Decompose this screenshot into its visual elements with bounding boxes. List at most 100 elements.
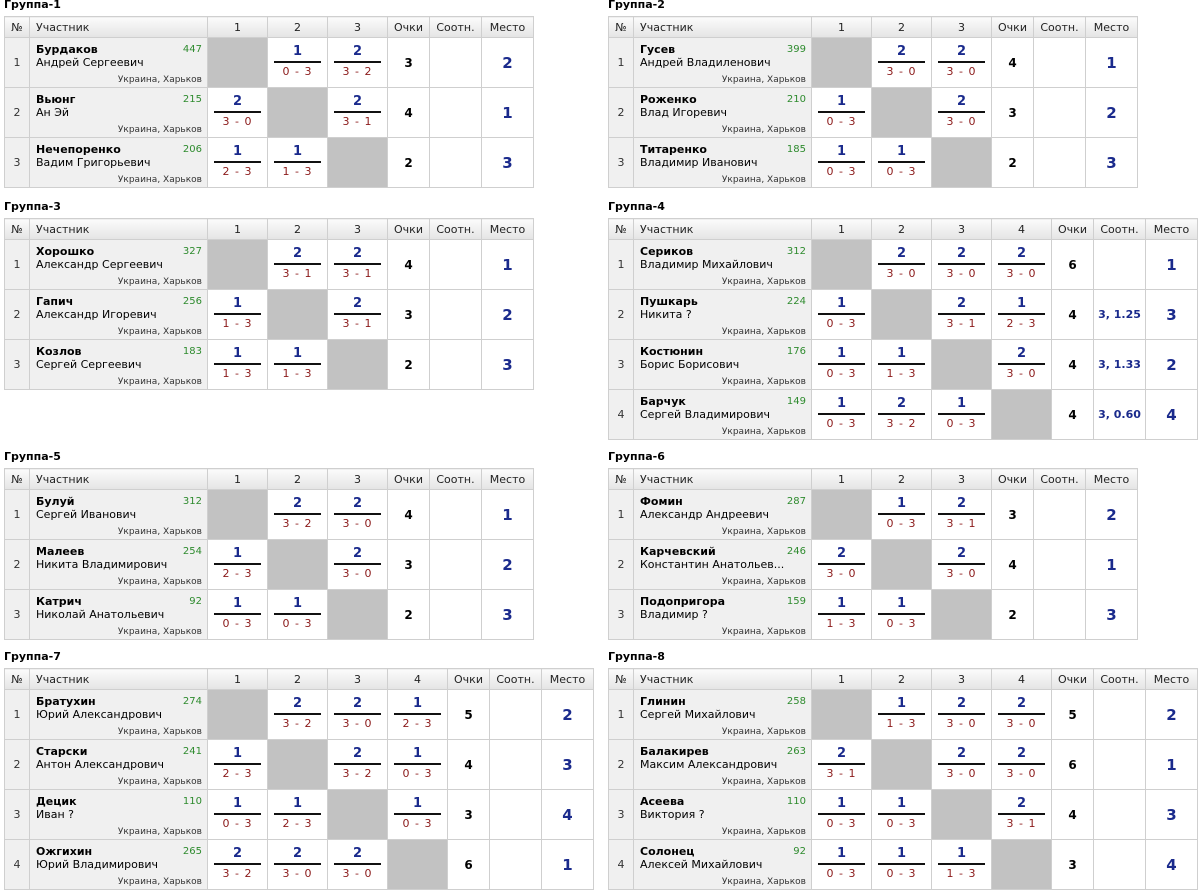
player-cell[interactable]: Гапич Александр Игоревич 256 Украина, Харьк…: [29, 289, 208, 340]
player-ratio: [1033, 37, 1086, 88]
player-cell[interactable]: Подопригора Владимир ? 159 Украина, Харьков: [633, 589, 812, 640]
player-cell[interactable]: Асеева Виктория ? 110 Украина, Харьков: [633, 789, 812, 840]
match-score-cell[interactable]: 2 3 - 0: [991, 689, 1052, 740]
player-cell[interactable]: Гусев Андрей Владиленович 399 Украина, Харь…: [633, 37, 812, 88]
match-score-cell[interactable]: 2 3 - 0: [207, 87, 268, 138]
match-points: 1: [232, 296, 243, 311]
match-score-cell[interactable]: 1 0 - 3: [207, 589, 268, 640]
match-score-cell[interactable]: 1 0 - 3: [871, 137, 932, 188]
player-cell[interactable]: Роженко Влад Игоревич 210 Украина, Харьков: [633, 87, 812, 138]
match-score-cell[interactable]: 2 3 - 1: [327, 239, 388, 290]
match-score-cell[interactable]: 1 0 - 3: [931, 389, 992, 440]
score-divider: [878, 61, 925, 63]
match-score-cell[interactable]: 2 3 - 0: [871, 239, 932, 290]
player-cell[interactable]: Братухин Юрий Александрович 274 Украина, Ха…: [29, 689, 208, 740]
match-score-cell[interactable]: 2 3 - 0: [991, 239, 1052, 290]
match-score-cell[interactable]: 2 3 - 1: [991, 789, 1052, 840]
match-score-cell[interactable]: 2 3 - 0: [327, 689, 388, 740]
match-score-cell[interactable]: 2 3 - 0: [991, 739, 1052, 790]
player-cell[interactable]: Децик Иван ? 110 Украина, Харьков: [29, 789, 208, 840]
match-score-cell[interactable]: 2 3 - 0: [931, 539, 992, 590]
match-score-cell[interactable]: 1 0 - 3: [871, 789, 932, 840]
match-score-cell[interactable]: 2 3 - 0: [327, 539, 388, 590]
player-cell[interactable]: Козлов Сергей Сергеевич 183 Украина, Харько…: [29, 339, 208, 390]
match-score-cell[interactable]: 1 2 - 3: [991, 289, 1052, 340]
match-score-cell[interactable]: 2 3 - 1: [327, 289, 388, 340]
match-score-cell[interactable]: 2 3 - 0: [931, 689, 992, 740]
match-score-cell[interactable]: 2 3 - 0: [327, 489, 388, 540]
match-score-cell[interactable]: 1 1 - 3: [267, 137, 328, 188]
match-score-cell[interactable]: 1 2 - 3: [207, 739, 268, 790]
match-score-cell[interactable]: 1 2 - 3: [207, 539, 268, 590]
player-cell[interactable]: Старски Антон Александрович 241 Украина, Ха…: [29, 739, 208, 790]
match-score-cell[interactable]: 1 0 - 3: [811, 137, 872, 188]
match-score-cell[interactable]: 1 2 - 3: [387, 689, 448, 740]
player-cell[interactable]: Булуй Сергей Иванович 312 Украина, Харьков: [29, 489, 208, 540]
match-score-cell[interactable]: 1 0 - 3: [387, 789, 448, 840]
player-cell[interactable]: Малеев Никита Владимирович 254 Украина, Хар…: [29, 539, 208, 590]
match-score-cell[interactable]: 1 0 - 3: [811, 339, 872, 390]
player-cell[interactable]: Балакирев Максим Александрович 263 Украина,…: [633, 739, 812, 790]
player-cell[interactable]: Карчевский Константин Анатольев... 246 Укра…: [633, 539, 812, 590]
player-cell[interactable]: Костюнин Борис Борисович 176 Украина, Харьк…: [633, 339, 812, 390]
player-cell[interactable]: Титаренко Владимир Иванович 185 Украина, Ха…: [633, 137, 812, 188]
match-score-cell[interactable]: 1 2 - 3: [207, 137, 268, 188]
player-cell[interactable]: Хорошко Александр Сергеевич 327 Украина, Ха…: [29, 239, 208, 290]
match-score-cell[interactable]: 2 3 - 0: [931, 739, 992, 790]
match-score-cell[interactable]: 2 3 - 0: [991, 339, 1052, 390]
player-cell[interactable]: Солонец Алексей Михайлович 92 Украина, Харь…: [633, 839, 812, 890]
match-score-cell[interactable]: 2 3 - 2: [327, 37, 388, 88]
match-score-cell[interactable]: 2 3 - 2: [267, 689, 328, 740]
player-cell[interactable]: Фомин Александр Андреевич 287 Украина, Харь…: [633, 489, 812, 540]
match-score-cell[interactable]: 2 3 - 0: [931, 239, 992, 290]
match-score-cell[interactable]: 2 3 - 2: [327, 739, 388, 790]
match-score-cell[interactable]: 2 3 - 2: [267, 489, 328, 540]
player-cell[interactable]: Пушкарь Никита ? 224 Украина, Харьков: [633, 289, 812, 340]
match-result: 0 - 3: [886, 617, 917, 630]
player-cell[interactable]: Бурдаков Андрей Сергеевич 447 Украина, Харь…: [29, 37, 208, 88]
match-score-cell[interactable]: 1 0 - 3: [811, 839, 872, 890]
match-score-cell[interactable]: 1 0 - 3: [871, 489, 932, 540]
match-score-cell[interactable]: 1 0 - 3: [207, 789, 268, 840]
match-score-cell[interactable]: 2 3 - 1: [267, 239, 328, 290]
player-cell[interactable]: Барчук Сергей Владимирович 149 Украина, Хар…: [633, 389, 812, 440]
match-score-cell[interactable]: 1 1 - 3: [871, 689, 932, 740]
match-score-cell[interactable]: 1 1 - 3: [811, 589, 872, 640]
match-score-cell[interactable]: 1 0 - 3: [871, 589, 932, 640]
player-cell[interactable]: Сериков Владимир Михайлович 312 Украина, Ха…: [633, 239, 812, 290]
match-score-cell[interactable]: 2 3 - 0: [267, 839, 328, 890]
match-score-cell[interactable]: 1 1 - 3: [207, 339, 268, 390]
match-score-cell[interactable]: 1 0 - 3: [267, 589, 328, 640]
match-score-cell[interactable]: 2 3 - 2: [871, 389, 932, 440]
match-score-cell[interactable]: 1 1 - 3: [267, 339, 328, 390]
player-cell[interactable]: Ожгихин Юрий Владимирович 265 Украина, Харь…: [29, 839, 208, 890]
match-score-cell[interactable]: 1 0 - 3: [871, 839, 932, 890]
match-score-cell[interactable]: 2 3 - 2: [207, 839, 268, 890]
match-score-cell[interactable]: 1 0 - 3: [811, 789, 872, 840]
match-score-cell[interactable]: 2 3 - 0: [871, 37, 932, 88]
match-score-cell[interactable]: 1 0 - 3: [811, 87, 872, 138]
match-score-cell[interactable]: 2 3 - 1: [327, 87, 388, 138]
match-score-cell[interactable]: 1 1 - 3: [207, 289, 268, 340]
score-divider: [274, 513, 321, 515]
match-score-cell[interactable]: 1 1 - 3: [871, 339, 932, 390]
match-score-cell[interactable]: 1 1 - 3: [931, 839, 992, 890]
player-cell[interactable]: Глинин Сергей Михайлович 258 Украина, Харьк…: [633, 689, 812, 740]
match-score-cell[interactable]: 2 3 - 0: [931, 37, 992, 88]
match-score-cell[interactable]: 1 2 - 3: [267, 789, 328, 840]
match-score-cell[interactable]: 2 3 - 1: [811, 739, 872, 790]
match-score-cell[interactable]: 2 3 - 0: [327, 839, 388, 890]
player-cell[interactable]: Катрич Николай Анатольевич 92 Украина, Харь…: [29, 589, 208, 640]
match-score-cell[interactable]: 1 0 - 3: [811, 289, 872, 340]
match-score-cell[interactable]: 2 3 - 1: [931, 289, 992, 340]
match-score-cell[interactable]: 2 3 - 0: [811, 539, 872, 590]
match-score-cell[interactable]: 2 3 - 1: [931, 489, 992, 540]
player-first-name: Никита ?: [640, 308, 692, 321]
player-cell[interactable]: Нечепоренко Вадим Григорьевич 206 Украина, …: [29, 137, 208, 188]
player-first-name: Виктория ?: [640, 808, 705, 821]
player-cell[interactable]: Вьюнг Ан Эй 215 Украина, Харьков: [29, 87, 208, 138]
match-score-cell[interactable]: 1 0 - 3: [811, 389, 872, 440]
match-score-cell[interactable]: 1 0 - 3: [387, 739, 448, 790]
match-score-cell[interactable]: 2 3 - 0: [931, 87, 992, 138]
match-score-cell[interactable]: 1 0 - 3: [267, 37, 328, 88]
